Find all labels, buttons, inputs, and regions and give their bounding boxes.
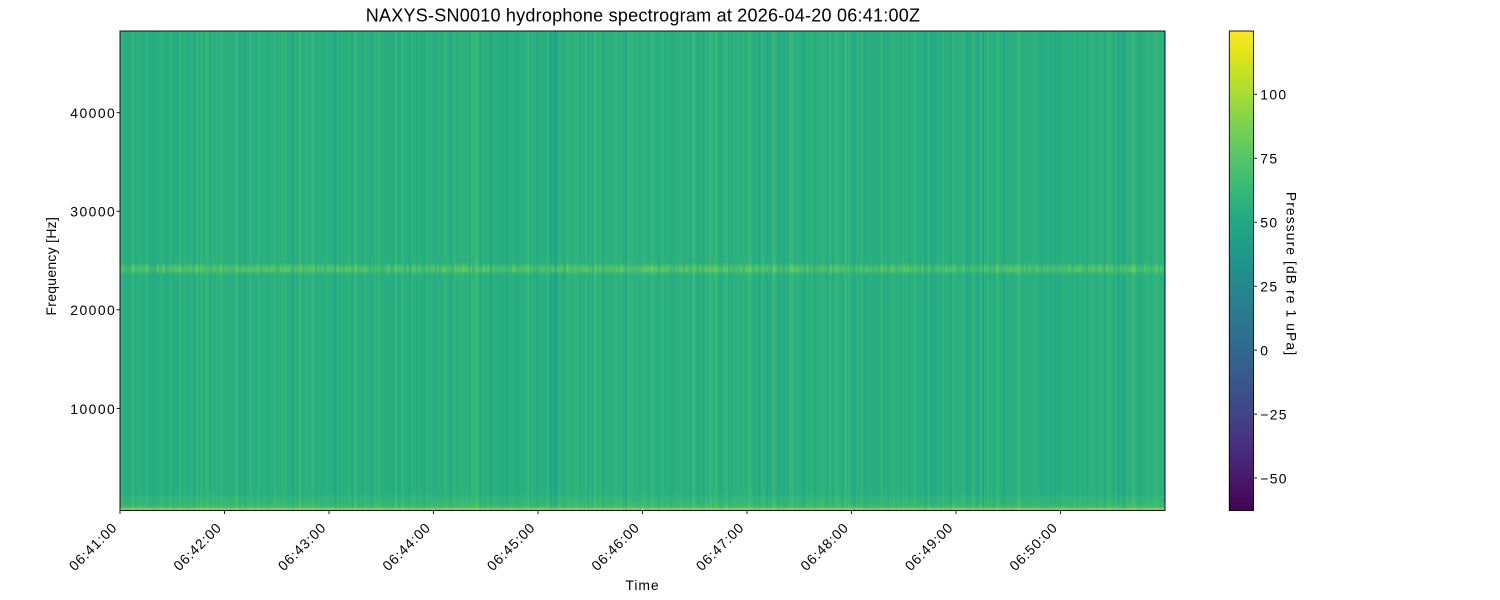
svg-text:0: 0: [1260, 343, 1269, 359]
svg-text:100: 100: [1260, 87, 1287, 103]
svg-text:−25: −25: [1260, 407, 1287, 423]
svg-text:50: 50: [1260, 215, 1278, 231]
svg-text:40000: 40000: [70, 105, 116, 121]
svg-text:20000: 20000: [70, 302, 116, 318]
svg-text:Time: Time: [626, 577, 660, 593]
svg-text:Frequency [Hz]: Frequency [Hz]: [43, 217, 59, 316]
svg-text:30000: 30000: [70, 204, 116, 220]
svg-text:NAXYS-SN0010 hydrophone spectr: NAXYS-SN0010 hydrophone spectrogram at 2…: [366, 6, 921, 26]
svg-text:−50: −50: [1260, 470, 1287, 486]
svg-text:25: 25: [1260, 279, 1278, 295]
svg-text:Pressure [dB re 1 uPa]: Pressure [dB re 1 uPa]: [1284, 192, 1300, 356]
svg-text:10000: 10000: [70, 401, 116, 417]
svg-text:75: 75: [1260, 151, 1278, 167]
